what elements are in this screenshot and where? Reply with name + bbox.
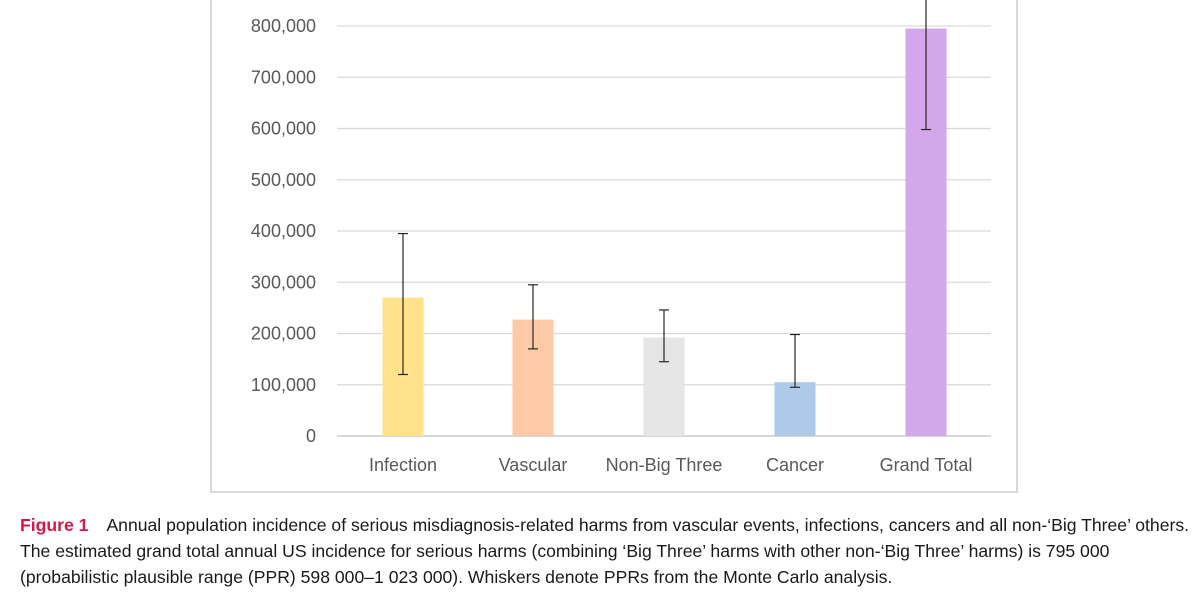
- figure-label: Figure 1: [20, 515, 89, 535]
- chart-frame: [210, 0, 1018, 493]
- y-tick-label: 200,000: [251, 324, 316, 344]
- y-tick-label: 300,000: [251, 272, 316, 292]
- figure-caption: Figure 1 Annual population incidence of s…: [20, 512, 1190, 590]
- y-tick-label: 400,000: [251, 221, 316, 241]
- y-tick-label: 0: [306, 426, 316, 446]
- gridlines: [337, 25, 991, 437]
- bars: [382, 28, 947, 436]
- x-category-label: Grand Total: [880, 455, 973, 475]
- x-category-label: Non-Big Three: [606, 455, 723, 475]
- y-tick-label: 100,000: [251, 375, 316, 395]
- x-axis-category-labels: Infection Vascular Non-Big Three Cancer Gran…: [369, 455, 972, 475]
- x-category-label: Cancer: [766, 455, 824, 475]
- caption-text: Annual population incidence of serious m…: [20, 515, 1190, 587]
- y-tick-label: 800,000: [251, 16, 316, 36]
- y-tick-label: 500,000: [251, 170, 316, 190]
- error-bars: [398, 0, 931, 388]
- x-category-label: Infection: [369, 455, 437, 475]
- y-tick-label: 700,000: [251, 67, 316, 87]
- y-axis-tick-labels: 0 100,000 200,000 300,000 400,000 500,000 600,…: [251, 16, 316, 446]
- x-category-label: Vascular: [499, 455, 568, 475]
- y-tick-label: 600,000: [251, 119, 316, 139]
- bar-cancer: [774, 382, 816, 436]
